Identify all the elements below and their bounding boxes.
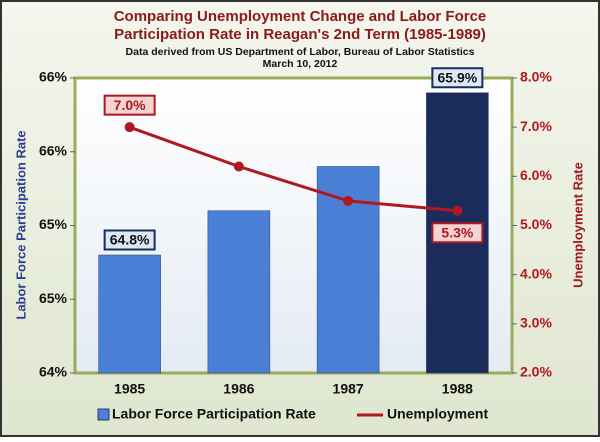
bar [98, 254, 161, 374]
y2-tick-label: 5.0% [520, 216, 552, 232]
legend-label: Unemployment [387, 406, 488, 422]
line-point [233, 161, 244, 172]
y-axis-title: Labor Force Participation Rate [13, 130, 28, 319]
chart-subtitle: March 10, 2012 [263, 58, 338, 70]
y2-axis-title: Unemployment Rate [570, 162, 585, 288]
value-label-box [103, 94, 156, 116]
legend-swatch [97, 408, 110, 421]
bar [207, 210, 271, 374]
y-tick-label: 65% [39, 290, 68, 306]
chart-title: Participation Rate in Reagan's 2nd Term … [114, 26, 486, 43]
chart-title: Comparing Unemployment Change and Labor … [114, 8, 487, 25]
value-label: 65.9% [438, 69, 478, 85]
value-label: 7.0% [114, 97, 146, 113]
x-tick-label: 1985 [114, 381, 145, 397]
chart-subtitle: Data derived from US Department of Labor… [126, 46, 475, 58]
y2-tick-label: 2.0% [520, 364, 552, 380]
y-tick-label: 66% [39, 142, 68, 158]
y2-tick-label: 3.0% [520, 315, 552, 331]
y-tick-label: 66% [39, 69, 68, 85]
y2-tick-label: 8.0% [520, 69, 552, 85]
y-tick-label: 65% [39, 216, 68, 232]
value-label: 5.3% [441, 224, 473, 240]
value-label: 64.8% [110, 232, 150, 248]
value-label-box [431, 222, 484, 244]
legend-label: Labor Force Participation Rate [112, 406, 316, 422]
line [129, 125, 458, 213]
y2-tick-label: 4.0% [520, 265, 552, 281]
line-point [343, 195, 354, 206]
x-tick-label: 1987 [333, 381, 364, 397]
y-tick-label: 64% [39, 364, 68, 380]
line-point [452, 205, 463, 216]
y2-tick-label: 7.0% [520, 118, 552, 134]
y2-tick-label: 6.0% [520, 167, 552, 183]
line-point [124, 122, 135, 133]
value-label-box [431, 67, 484, 89]
x-tick-label: 1986 [223, 381, 254, 397]
value-label-box [103, 229, 156, 251]
x-tick-label: 1988 [442, 381, 473, 397]
